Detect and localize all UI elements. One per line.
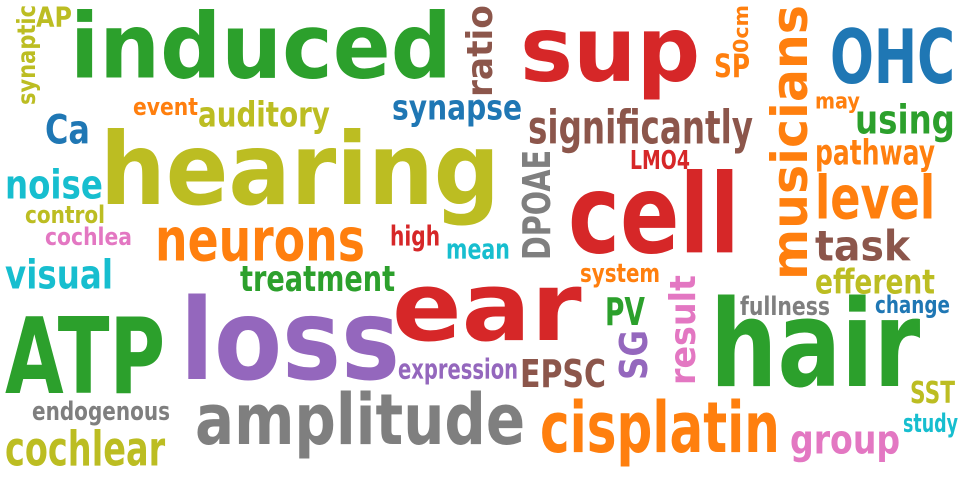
word-sp: SP <box>714 47 751 85</box>
word-amplitude: amplitude <box>195 378 526 461</box>
word-control: control <box>25 200 106 229</box>
word-visual: visual <box>5 251 113 299</box>
word-pv: PV <box>605 289 645 335</box>
word-sg: SG <box>611 329 657 380</box>
word-cochlea: cochlea <box>45 222 133 251</box>
word-sup: sup <box>520 0 701 103</box>
word-auditory: auditory <box>198 93 330 135</box>
word-efferent: efferent <box>815 261 935 302</box>
word-fullness: fullness <box>740 290 831 322</box>
word-endogenous: endogenous <box>32 395 171 427</box>
word-high: high <box>390 219 441 253</box>
word-cisplatin: cisplatin <box>540 386 780 469</box>
word-group: group <box>790 416 901 464</box>
word-0cm: 0cm <box>729 4 753 53</box>
word-epsc: EPSC <box>520 351 607 397</box>
word-pathway: pathway <box>815 131 936 173</box>
word-result: result <box>661 275 704 385</box>
word-synapse: synapse <box>392 86 523 128</box>
word-sst: SST <box>910 375 955 411</box>
word-mean: mean <box>446 232 510 266</box>
word-ca: Ca <box>45 106 90 154</box>
word-noise: noise <box>5 161 103 209</box>
word-neurons: neurons <box>155 204 365 275</box>
word-study: study <box>903 407 959 439</box>
word-hair: hair <box>710 274 921 415</box>
word-task: task <box>815 221 911 271</box>
word-change: change <box>875 290 950 319</box>
word-musicians: musicians <box>760 5 820 280</box>
word-system: system <box>580 257 661 289</box>
word-may: may <box>815 88 860 114</box>
word-treatment: treatment <box>240 257 396 300</box>
word-dpoae: DPOAE <box>514 149 560 260</box>
word-loss: loss <box>180 274 401 406</box>
word-induced: induced <box>70 0 452 100</box>
word-level: level <box>815 162 936 233</box>
word-event: event <box>133 92 198 121</box>
word-ohc: OHC <box>830 13 956 101</box>
word-using: using <box>855 96 955 144</box>
word-significantly: significantly <box>528 100 754 155</box>
word-expression: expression <box>398 352 519 386</box>
word-ap: AP <box>36 0 72 34</box>
word-cell: cell <box>568 150 740 279</box>
word-cochlear: cochlear <box>5 420 166 477</box>
word-hearing: hearing <box>100 111 500 228</box>
word-lmo4: LMO4 <box>630 144 690 176</box>
word-ratio: ratio <box>458 5 501 97</box>
word-atp: ATP <box>5 295 166 419</box>
word-ear: ear <box>392 251 582 363</box>
